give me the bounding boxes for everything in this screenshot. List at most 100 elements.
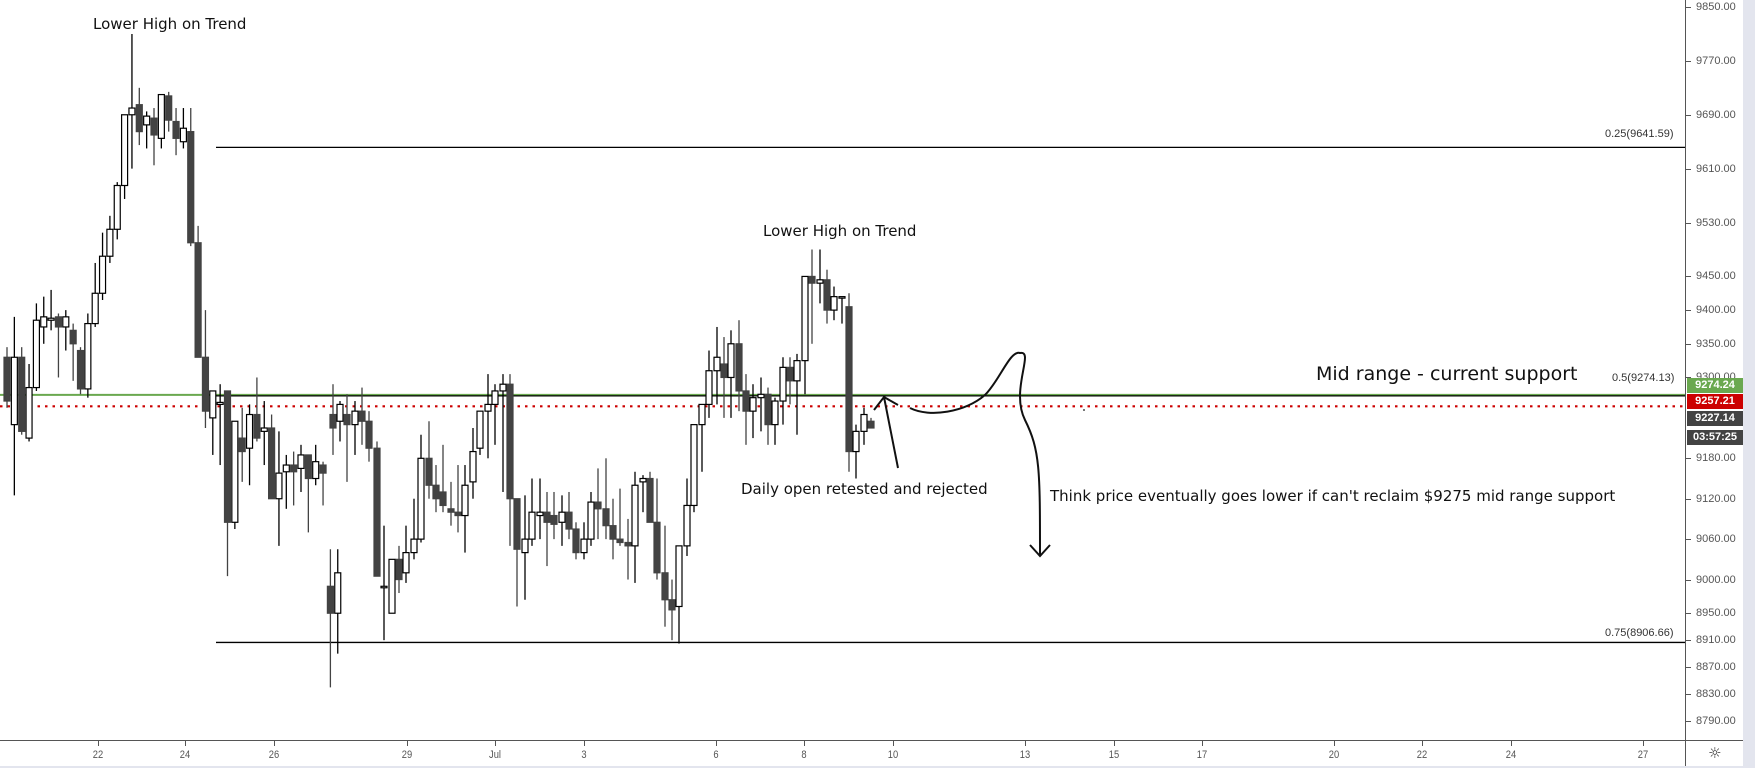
candle-up xyxy=(120,114,129,187)
candle-up xyxy=(336,403,344,422)
dot-marker xyxy=(1083,409,1085,411)
price-tick-mark xyxy=(1686,694,1691,696)
candle-down xyxy=(646,477,654,523)
candle-up xyxy=(639,477,647,483)
annotation-mid-range: Mid range - current support xyxy=(1316,363,1578,385)
price-tick-label: 9000.00 xyxy=(1696,573,1736,586)
candle-down xyxy=(238,437,246,453)
date-tick-label: Jul xyxy=(489,749,501,761)
date-tick-mark xyxy=(495,741,496,746)
price-tick-label: 9770.00 xyxy=(1696,54,1736,67)
candle-up xyxy=(757,393,765,399)
candle-down xyxy=(18,356,26,432)
candle-down xyxy=(624,541,632,547)
price-tick-mark xyxy=(1686,7,1691,8)
arrow-projection-icon xyxy=(909,351,1051,558)
date-tick-label: 17 xyxy=(1196,749,1208,761)
candle-down xyxy=(150,117,158,136)
candle-down xyxy=(616,538,624,544)
candle-up xyxy=(106,228,114,257)
candle-up xyxy=(779,366,787,402)
date-tick-label: 27 xyxy=(1637,749,1649,761)
candle-up xyxy=(113,184,121,230)
price-axis[interactable]: 9850.00 9770.00 9690.00 9610.00 9530.00 9450.… xyxy=(1685,0,1744,740)
candle-down xyxy=(290,464,298,473)
candle-up xyxy=(312,461,320,480)
date-tick-label: 29 xyxy=(401,749,413,761)
candle-down xyxy=(395,558,403,581)
candle-up xyxy=(25,386,33,439)
price-tick-label: 9690.00 xyxy=(1696,108,1736,121)
candle-up xyxy=(558,511,566,523)
candle-up xyxy=(587,501,595,540)
price-tick-label: 8910.00 xyxy=(1696,634,1736,647)
price-badge-support: 9274.24 xyxy=(1687,378,1743,393)
candle-up xyxy=(410,538,418,554)
date-tick-mark xyxy=(185,741,186,746)
candle-up xyxy=(216,401,224,406)
candle-up xyxy=(690,424,698,507)
candle-down xyxy=(223,390,232,523)
price-tick-mark xyxy=(1686,310,1691,312)
gear-icon[interactable]: ☼ xyxy=(1708,744,1722,762)
price-tick-label: 9530.00 xyxy=(1696,216,1736,229)
candle-down xyxy=(135,104,143,133)
candle-down xyxy=(454,511,462,517)
candle-down xyxy=(432,484,440,500)
candle-up xyxy=(275,472,283,500)
candle-down xyxy=(543,511,551,523)
candle-down xyxy=(609,525,617,540)
candle-down xyxy=(720,363,728,379)
candle-up xyxy=(62,316,70,328)
arrow-daily-open-icon xyxy=(873,395,899,469)
candle-up xyxy=(297,454,305,470)
date-tick-mark xyxy=(1202,741,1203,746)
candle-up xyxy=(10,356,18,426)
candle-up xyxy=(179,127,187,143)
candle-up xyxy=(40,316,48,328)
candle-down xyxy=(187,131,195,244)
candle-down xyxy=(845,306,853,453)
date-tick-mark xyxy=(804,741,805,746)
candle-up xyxy=(838,296,846,299)
candle-up xyxy=(801,275,809,362)
candle-up xyxy=(32,319,41,389)
candle-down xyxy=(365,420,373,449)
candle-up xyxy=(816,279,824,284)
axis-corner xyxy=(1685,740,1744,767)
candle-down xyxy=(69,329,77,345)
candle-down xyxy=(506,383,514,500)
candle-up xyxy=(713,356,721,372)
price-tick-label: 8950.00 xyxy=(1696,607,1736,620)
date-tick-label: 22 xyxy=(1416,749,1428,761)
candle-up xyxy=(698,403,706,426)
date-tick-label: 13 xyxy=(1019,749,1031,761)
date-tick-mark xyxy=(1511,741,1512,746)
candle-down xyxy=(572,528,580,554)
candle-down xyxy=(165,95,173,121)
date-tick-label: 8 xyxy=(801,749,807,761)
candle-down xyxy=(329,413,337,429)
candle-up xyxy=(157,93,165,139)
time-axis[interactable]: 22 24 26 29 Jul 3 6 8 10 13 15 17 20 22 24 27 xyxy=(0,740,1685,767)
date-tick-label: 20 xyxy=(1328,749,1340,761)
price-tick-mark xyxy=(1686,60,1691,62)
candlestick-plot[interactable] xyxy=(0,0,1685,740)
price-tick-label: 8870.00 xyxy=(1696,661,1736,674)
candle-down xyxy=(823,279,831,311)
candle-down xyxy=(319,464,327,474)
candle-down xyxy=(425,457,433,486)
price-tick-mark xyxy=(1686,458,1691,460)
price-tick-mark xyxy=(1686,613,1691,615)
date-tick-mark xyxy=(584,741,585,746)
price-tick-mark xyxy=(1686,276,1691,278)
annotation-lower-high-2: Lower High on Trend xyxy=(763,222,917,240)
candle-down xyxy=(3,356,11,402)
chart-pane[interactable]: Lower High on Trend Lower High on Trend … xyxy=(0,0,1685,740)
fib-label-075: 0.75(8906.66) xyxy=(1605,627,1674,639)
price-tick-label: 9060.00 xyxy=(1696,533,1736,546)
candle-up xyxy=(209,390,217,419)
price-tick-label: 9400.00 xyxy=(1696,304,1736,317)
candle-down xyxy=(268,427,276,500)
date-tick-label: 10 xyxy=(887,749,899,761)
